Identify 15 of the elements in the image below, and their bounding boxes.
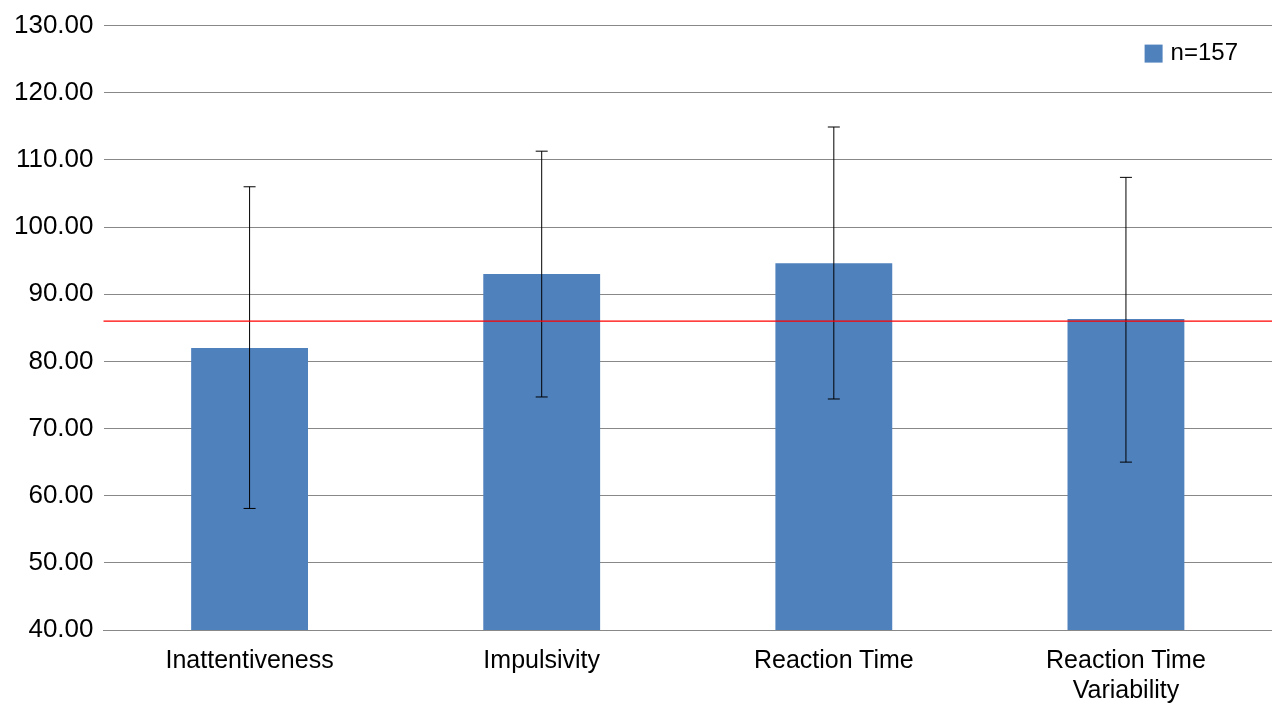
y-tick-label: 60.00	[28, 478, 94, 509]
y-tick-label: 90.00	[28, 277, 94, 308]
y-tick-label: 80.00	[28, 344, 94, 375]
y-tick-label: 70.00	[28, 411, 94, 442]
x-tick-label: Impulsivity	[483, 644, 601, 673]
y-tick-label: 50.00	[28, 546, 94, 577]
x-tick-label: Inattentiveness	[165, 644, 334, 673]
y-tick-label: 130.00	[13, 8, 94, 39]
y-tick-label: 40.00	[28, 613, 94, 644]
y-tick-label: 110.00	[15, 143, 94, 174]
x-tick-label: Reaction Time Variability	[1046, 644, 1206, 703]
legend-label: n=157	[1170, 38, 1238, 66]
y-tick-label: 100.00	[13, 210, 94, 241]
y-tick-label: 120.00	[13, 75, 94, 106]
x-tick-label: Reaction Time	[753, 644, 914, 673]
